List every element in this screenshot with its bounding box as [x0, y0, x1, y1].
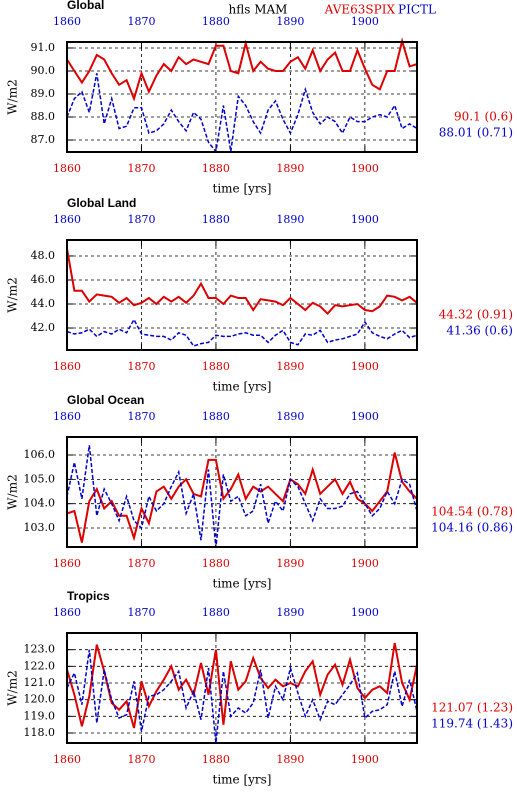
y-tick-label: 88.0 [31, 110, 56, 123]
series-line [66, 318, 418, 347]
series-line [66, 248, 418, 316]
x-tick-label: 1890 [276, 753, 304, 766]
plot-frame [66, 41, 418, 153]
x-tick-label: 1860 [53, 162, 81, 175]
y-tick-label: 91.0 [31, 41, 56, 54]
x-tick-label: 1880 [202, 360, 230, 373]
x-tick-label-top: 1860 [53, 213, 81, 226]
y-tick-label: 118.0 [24, 726, 56, 739]
x-tick-label: 1880 [202, 557, 230, 570]
x-tick-label: 1900 [351, 557, 379, 570]
y-axis-label: W/m2 [6, 277, 20, 312]
x-axis-label: time [yrs] [213, 182, 272, 196]
x-axis-label: time [yrs] [213, 773, 272, 787]
legend-entry: PICTL [398, 3, 436, 17]
y-tick-label: 122.0 [24, 659, 56, 672]
x-tick-label: 1860 [53, 360, 81, 373]
y-axis-label: W/m2 [6, 79, 20, 114]
y-tick-label: 119.0 [24, 709, 56, 722]
y-tick-label: 48.0 [31, 249, 56, 262]
x-axis-label: time [yrs] [213, 577, 272, 591]
x-tick-label-top: 1890 [276, 15, 304, 28]
x-tick-label-top: 1860 [53, 15, 81, 28]
x-tick-label: 1870 [127, 557, 155, 570]
y-tick-label: 123.0 [24, 643, 56, 656]
y-tick-label: 103.0 [24, 521, 56, 534]
x-tick-label: 1900 [351, 162, 379, 175]
x-tick-label: 1900 [351, 753, 379, 766]
y-tick-label: 90.0 [31, 64, 56, 77]
x-tick-label-top: 1870 [127, 213, 155, 226]
x-tick-label: 1870 [127, 360, 155, 373]
x-tick-label-top: 1900 [351, 15, 379, 28]
y-tick-label: 44.0 [31, 297, 56, 310]
figure-title: hfls MAM [229, 3, 288, 17]
x-tick-label-top: 1870 [127, 606, 155, 619]
y-tick-label: 46.0 [31, 273, 56, 286]
annotation: 121.07 (1.23) [431, 701, 513, 715]
y-axis-label: W/m2 [6, 670, 20, 705]
annotation: 44.32 (0.91) [439, 308, 513, 322]
x-tick-label: 1900 [351, 360, 379, 373]
x-tick-label-top: 1890 [276, 606, 304, 619]
plot-frame [66, 239, 418, 351]
x-tick-label-top: 1900 [351, 606, 379, 619]
x-tick-label-top: 1870 [127, 410, 155, 423]
y-tick-label: 105.0 [24, 472, 56, 485]
y-axis-label: W/m2 [6, 474, 20, 509]
series-line [66, 452, 418, 543]
annotation: 41.36 (0.6) [446, 324, 513, 338]
x-tick-label-top: 1880 [202, 15, 230, 28]
x-tick-label: 1870 [127, 753, 155, 766]
x-tick-label: 1860 [53, 753, 81, 766]
x-tick-label: 1880 [202, 162, 230, 175]
x-tick-label: 1890 [276, 162, 304, 175]
annotation: 90.1 (0.6) [454, 110, 513, 124]
x-tick-label-top: 1860 [53, 606, 81, 619]
series-line [66, 445, 418, 548]
x-tick-label-top: 1890 [276, 410, 304, 423]
panel-title: Tropics [67, 589, 110, 603]
x-tick-label: 1870 [127, 162, 155, 175]
x-tick-label: 1890 [276, 360, 304, 373]
legend-entry: AVE63SPIX [324, 3, 396, 17]
x-tick-label-top: 1880 [202, 213, 230, 226]
plot-frame [66, 632, 418, 744]
x-tick-label: 1890 [276, 557, 304, 570]
y-tick-label: 89.0 [31, 87, 56, 100]
y-tick-label: 106.0 [24, 448, 56, 461]
y-tick-label: 120.0 [24, 693, 56, 706]
panel-title: Global [67, 0, 104, 12]
x-tick-label-top: 1880 [202, 606, 230, 619]
y-tick-label: 121.0 [24, 676, 56, 689]
series-line [66, 73, 418, 154]
annotation: 119.74 (1.43) [431, 717, 513, 731]
x-tick-label-top: 1890 [276, 213, 304, 226]
series-line [66, 649, 418, 744]
x-axis-label: time [yrs] [213, 380, 272, 394]
annotation: 104.54 (0.78) [431, 505, 513, 519]
y-tick-label: 104.0 [24, 497, 56, 510]
x-tick-label-top: 1860 [53, 410, 81, 423]
y-tick-label: 87.0 [31, 133, 56, 146]
x-tick-label-top: 1900 [351, 410, 379, 423]
panel-title: Global Land [67, 196, 136, 210]
series-line [66, 642, 418, 729]
x-tick-label: 1860 [53, 557, 81, 570]
x-tick-label-top: 1900 [351, 213, 379, 226]
panel-title: Global Ocean [67, 393, 144, 407]
series-line [66, 37, 418, 102]
x-tick-label-top: 1880 [202, 410, 230, 423]
x-tick-label: 1880 [202, 753, 230, 766]
x-tick-label-top: 1870 [127, 15, 155, 28]
plot-frame [66, 436, 418, 548]
annotation: 88.01 (0.71) [439, 126, 513, 140]
annotation: 104.16 (0.86) [431, 521, 513, 535]
y-tick-label: 42.0 [31, 321, 56, 334]
